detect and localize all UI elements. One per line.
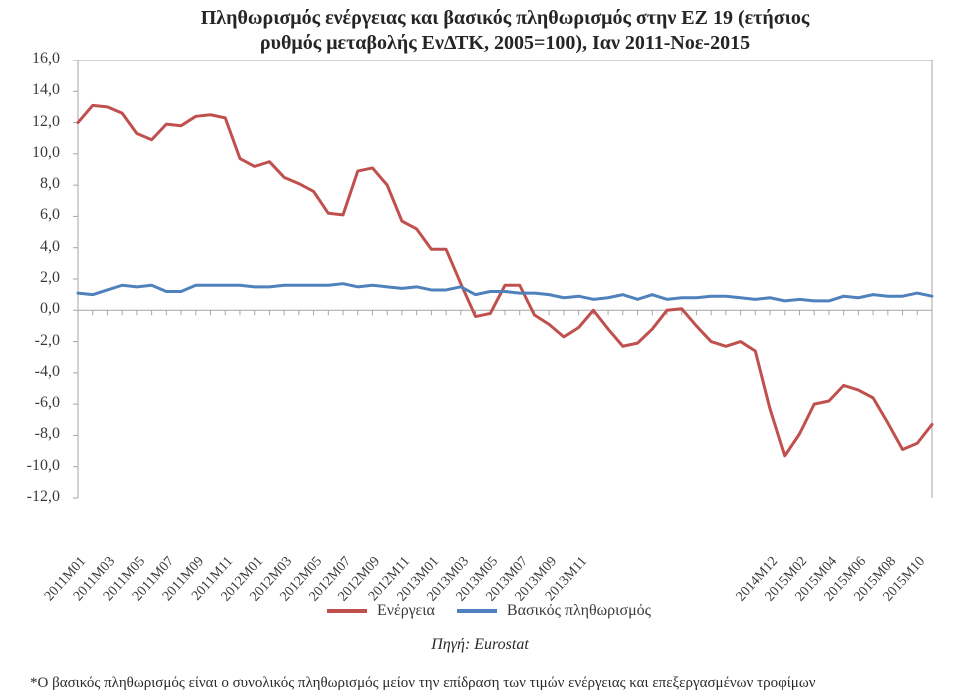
y-tick-label: -6,0 bbox=[0, 394, 60, 412]
y-tick-label: 4,0 bbox=[0, 238, 60, 256]
legend-label-energy: Ενέργεια bbox=[377, 602, 435, 619]
chart-container: Πληθωρισμός ενέργειας και βασικός πληθωρ… bbox=[0, 0, 960, 698]
chart-title: Πληθωρισμός ενέργειας και βασικός πληθωρ… bbox=[130, 6, 880, 56]
plot-area bbox=[70, 60, 940, 558]
y-tick-label: 0,0 bbox=[0, 300, 60, 318]
legend-label-core: Βασικός πληθωρισμός bbox=[507, 602, 651, 619]
legend: Ενέργεια Βασικός πληθωρισμός bbox=[0, 602, 960, 620]
y-tick-label: 14,0 bbox=[0, 81, 60, 99]
legend-swatch-core bbox=[457, 609, 497, 613]
y-tick-label: 12,0 bbox=[0, 113, 60, 131]
y-tick-label: -4,0 bbox=[0, 363, 60, 381]
source-line: Πηγή: Eurostat bbox=[0, 636, 960, 654]
footnote: *Ο βασικός πληθωρισμός είναι ο συνολικός… bbox=[30, 674, 930, 692]
y-tick-label: 16,0 bbox=[0, 50, 60, 68]
chart-svg bbox=[70, 60, 940, 558]
y-tick-label: -2,0 bbox=[0, 332, 60, 350]
legend-swatch-energy bbox=[327, 609, 367, 613]
y-tick-label: -8,0 bbox=[0, 425, 60, 443]
y-tick-label: -10,0 bbox=[0, 457, 60, 475]
y-tick-label: 6,0 bbox=[0, 206, 60, 224]
y-tick-label: 10,0 bbox=[0, 144, 60, 162]
title-line1: Πληθωρισμός ενέργειας και βασικός πληθωρ… bbox=[201, 7, 810, 29]
y-tick-label: 8,0 bbox=[0, 175, 60, 193]
y-tick-label: -12,0 bbox=[0, 488, 60, 506]
y-tick-label: 2,0 bbox=[0, 269, 60, 287]
title-line2: ρυθμός μεταβολής ΕνΔΤΚ, 2005=100), Ιαν 2… bbox=[260, 32, 750, 54]
